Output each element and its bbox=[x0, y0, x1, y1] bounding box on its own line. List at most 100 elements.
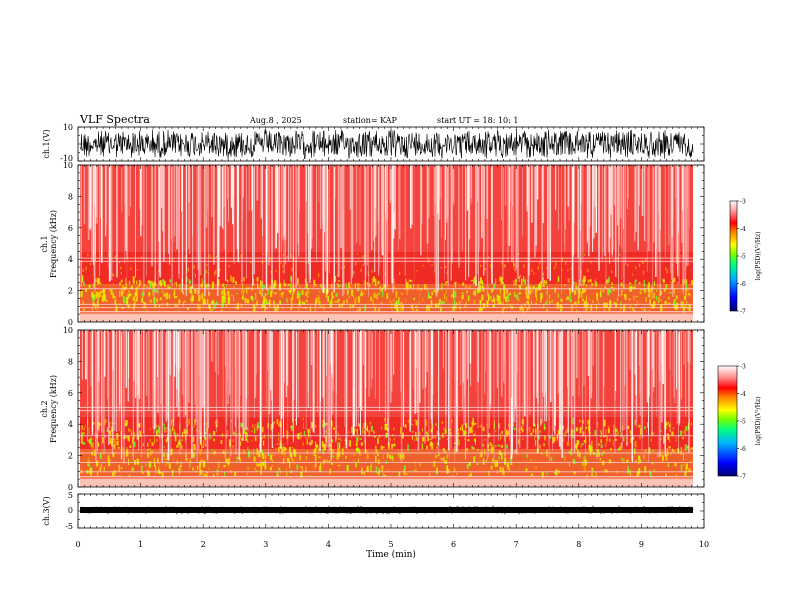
spectrogram-cell bbox=[436, 455, 439, 457]
spectrogram-cell bbox=[105, 419, 107, 423]
spectrogram-cell bbox=[125, 277, 127, 285]
spectrogram-cell bbox=[438, 453, 440, 456]
spectrogram-streak bbox=[185, 330, 187, 461]
spectrogram-streak bbox=[569, 330, 571, 406]
spectrogram-cell bbox=[396, 308, 398, 312]
spectrogram-cell bbox=[335, 293, 338, 297]
spectrogram-cell bbox=[574, 290, 577, 295]
spectrogram-streak bbox=[305, 165, 307, 202]
spectrogram-cell bbox=[683, 421, 685, 423]
spectrogram-cell bbox=[524, 303, 526, 307]
spectrogram-cell bbox=[569, 463, 570, 467]
spectrogram-cell bbox=[506, 288, 508, 294]
spectrogram-cell bbox=[540, 419, 542, 425]
spectrogram-cell bbox=[532, 428, 535, 433]
spectrogram-cell bbox=[651, 462, 654, 465]
spectrogram-cell bbox=[316, 444, 319, 448]
spectrogram-cell bbox=[677, 282, 679, 284]
spectrogram-cell bbox=[575, 427, 578, 432]
spectrogram-cell bbox=[221, 290, 223, 295]
spectrogram-streak bbox=[344, 330, 345, 427]
spectrogram-cell bbox=[277, 304, 279, 310]
colorbar-tick-label: -7 bbox=[740, 474, 746, 481]
spectrogram-cell bbox=[635, 266, 637, 270]
spectrogram-cell bbox=[597, 426, 599, 428]
spectrogram-streak bbox=[80, 165, 82, 287]
spectrogram-streak bbox=[659, 165, 661, 229]
spectrogram-cell bbox=[130, 432, 133, 436]
spectrogram-cell bbox=[247, 439, 249, 443]
spectrogram-streak bbox=[172, 330, 175, 427]
spectrogram-streak bbox=[582, 165, 584, 264]
spectrogram-cell bbox=[472, 417, 474, 425]
spectrogram-streak bbox=[448, 330, 450, 460]
spectrogram-streak bbox=[295, 330, 297, 426]
spectrogram-streak bbox=[242, 330, 244, 441]
spectrogram-cell bbox=[399, 271, 401, 276]
spectrogram-streak bbox=[256, 165, 258, 199]
spectrogram-cell bbox=[626, 459, 629, 463]
spectrogram-cell bbox=[582, 287, 585, 294]
spectrogram-cell bbox=[228, 446, 230, 449]
spectrogram-cell bbox=[586, 308, 588, 311]
spectrogram-cell bbox=[678, 423, 680, 426]
spectrogram-cell bbox=[451, 419, 453, 423]
spectrogram-cell bbox=[680, 430, 683, 435]
spectrogram-streak bbox=[355, 165, 358, 243]
spectrogram-streak bbox=[431, 330, 433, 439]
spectrogram-cell bbox=[595, 281, 598, 287]
spectrogram-streak bbox=[197, 330, 199, 451]
spectrogram-cell bbox=[621, 290, 624, 292]
spectrogram-cell bbox=[583, 253, 586, 256]
spectrogram-cell bbox=[383, 418, 386, 421]
spectrogram-cell bbox=[242, 277, 245, 282]
spectrogram-cell bbox=[685, 425, 688, 431]
spectrogram-streak bbox=[123, 330, 125, 464]
spectrogram-cell bbox=[591, 467, 594, 471]
spectrogram-streak bbox=[390, 165, 392, 284]
spectrogram-cell bbox=[291, 459, 294, 462]
spectrogram-streak bbox=[674, 165, 677, 199]
spectrogram-cell bbox=[153, 435, 155, 442]
spectrogram-cell bbox=[506, 463, 510, 468]
spectrogram-streak bbox=[116, 165, 118, 254]
spectrogram-cell bbox=[359, 306, 361, 311]
spectrogram-cell bbox=[282, 253, 285, 256]
spectrogram-streak bbox=[508, 165, 511, 246]
spectrogram-cell bbox=[278, 437, 280, 441]
spectrogram-cell bbox=[663, 288, 666, 292]
spectrogram-cell bbox=[382, 446, 385, 449]
spectrogram-cell bbox=[515, 278, 517, 286]
spectrogram-cell bbox=[159, 280, 162, 287]
spectrogram-cell bbox=[638, 468, 641, 475]
spectrogram-streak bbox=[687, 165, 689, 266]
spectrogram-cell bbox=[211, 449, 213, 451]
spectrogram-streak bbox=[207, 165, 209, 295]
spectrogram-streak bbox=[152, 330, 153, 428]
spectrogram-cell bbox=[129, 293, 132, 297]
spectrogram-cell bbox=[578, 268, 580, 270]
spectrogram-cell bbox=[216, 469, 219, 473]
spectrogram-cell bbox=[398, 300, 400, 305]
spectrogram-cell bbox=[257, 463, 261, 466]
spectrogram-cell bbox=[654, 281, 656, 286]
spectrogram-cell bbox=[119, 282, 122, 286]
spectrogram-streak bbox=[639, 330, 642, 416]
spectrogram-streak bbox=[159, 330, 161, 453]
spectrogram-cell bbox=[362, 427, 364, 432]
spectrogram-streak bbox=[572, 165, 575, 256]
spectrogram-cell bbox=[192, 467, 195, 471]
spectrogram-cell bbox=[190, 297, 193, 302]
spectrogram-cell bbox=[258, 450, 261, 458]
spectrogram-cell bbox=[443, 457, 445, 463]
spectrogram-cell bbox=[627, 425, 630, 429]
spectrogram-streak bbox=[547, 165, 549, 279]
spectrogram-cell bbox=[85, 266, 87, 271]
spectrogram-streak bbox=[322, 165, 325, 293]
spectrogram-cell bbox=[211, 437, 213, 439]
spectrogram-cell bbox=[685, 471, 687, 474]
spectrogram-streak bbox=[222, 330, 224, 409]
spectrogram-cell bbox=[263, 297, 266, 305]
spectrogram-cell bbox=[490, 295, 492, 300]
spectrogram-cell bbox=[604, 286, 607, 289]
